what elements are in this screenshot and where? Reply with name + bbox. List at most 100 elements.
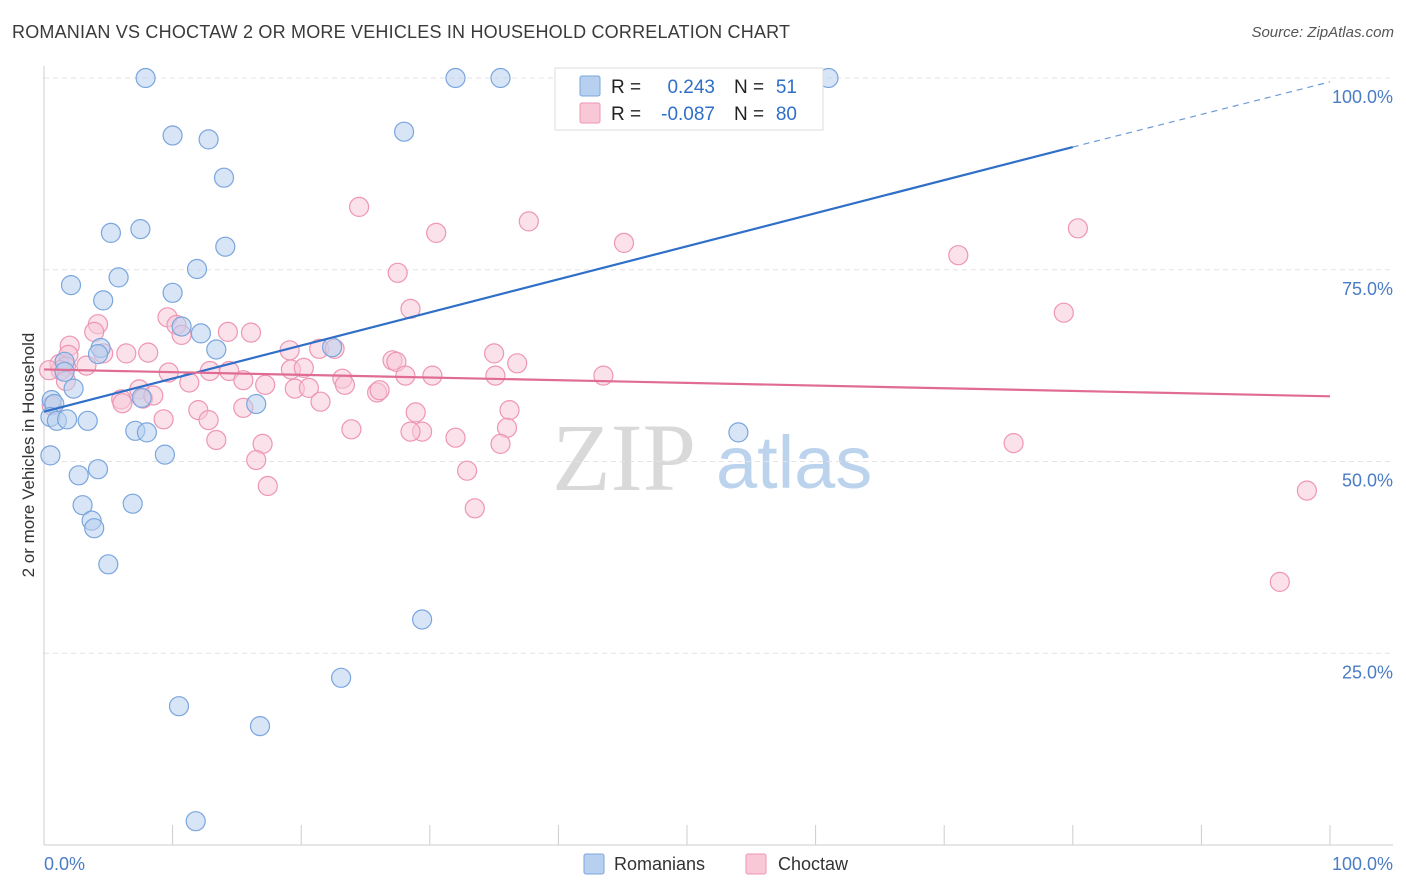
legend-r-label: R = bbox=[611, 77, 641, 98]
legend-r-value-romanians: 0.243 bbox=[667, 77, 715, 98]
choctaw-point bbox=[310, 391, 331, 412]
romanian-point bbox=[72, 495, 93, 516]
choctaw-point bbox=[1053, 302, 1074, 323]
gridlines bbox=[44, 77, 1393, 654]
legend-swatch-choctaw bbox=[579, 102, 601, 124]
romanian-point bbox=[77, 410, 98, 431]
romanian-point bbox=[190, 323, 211, 344]
choctaw-point bbox=[116, 343, 137, 364]
y-axis-tick-labels: 100.0% 75.0% 50.0% 25.0% bbox=[1332, 87, 1393, 682]
romanian-point bbox=[171, 316, 192, 337]
x-axis-ticks bbox=[43, 825, 1331, 845]
choctaw-point bbox=[293, 357, 314, 378]
y-tick-label: 75.0% bbox=[1342, 279, 1393, 299]
romanian-point bbox=[322, 337, 343, 358]
choctaw-point bbox=[445, 427, 466, 448]
choctaw-point bbox=[217, 321, 238, 342]
series-legend-label-choctaw: Choctaw bbox=[778, 854, 849, 874]
romanian-point bbox=[56, 409, 78, 430]
romanian-point bbox=[93, 290, 114, 311]
choctaw-point bbox=[400, 421, 421, 442]
romanian-point bbox=[87, 344, 109, 365]
choctaw-point bbox=[246, 449, 267, 471]
romanian-point bbox=[412, 609, 433, 630]
x-tick-label-max: 100.0% bbox=[1332, 854, 1393, 874]
series-legend-label-romanians: Romanians bbox=[614, 854, 705, 874]
romanian-trendline-extension bbox=[1072, 81, 1331, 148]
romanian-point bbox=[136, 422, 157, 443]
choctaw-point bbox=[507, 353, 528, 374]
romanian-point bbox=[185, 811, 206, 832]
choctaw-point bbox=[490, 433, 511, 454]
series-legend-swatch-romanians bbox=[583, 853, 605, 875]
choctaw-point bbox=[464, 498, 485, 519]
romanian-point bbox=[68, 465, 89, 486]
choctaw-point bbox=[948, 245, 969, 266]
choctaw-point bbox=[206, 429, 227, 451]
choctaw-point bbox=[233, 370, 254, 391]
chart-title: ROMANIAN VS CHOCTAW 2 OR MORE VEHICLES I… bbox=[12, 22, 791, 42]
choctaw-point bbox=[405, 402, 426, 423]
legend-n-value-choctaw: 80 bbox=[776, 104, 797, 125]
choctaw-point bbox=[341, 419, 362, 440]
romanian-point bbox=[168, 696, 190, 717]
y-tick-label: 100.0% bbox=[1332, 87, 1393, 107]
choctaw-point bbox=[387, 262, 408, 283]
romanian-point bbox=[54, 361, 75, 382]
watermark-zip: ZIP bbox=[552, 404, 696, 511]
legend-r-value-choctaw: -0.087 bbox=[661, 104, 715, 125]
romanian-point bbox=[490, 67, 511, 89]
choctaw-points bbox=[38, 196, 1318, 593]
x-tick-label-min: 0.0% bbox=[44, 854, 85, 874]
choctaw-point bbox=[1003, 433, 1024, 454]
romanian-point bbox=[122, 493, 143, 514]
romanian-point bbox=[130, 219, 151, 240]
romanian-point bbox=[63, 378, 84, 399]
romanian-point bbox=[249, 715, 271, 737]
romanian-point bbox=[445, 67, 466, 89]
choctaw-point bbox=[485, 365, 506, 386]
legend-swatch-romanians bbox=[579, 75, 601, 97]
romanian-point bbox=[100, 222, 122, 243]
choctaw-point bbox=[198, 410, 219, 431]
choctaw-point bbox=[298, 377, 319, 398]
romanian-point bbox=[98, 554, 119, 575]
choctaw-point bbox=[255, 374, 276, 395]
series-legend: Romanians Choctaw bbox=[583, 853, 849, 875]
choctaw-point bbox=[499, 400, 520, 421]
choctaw-point bbox=[334, 374, 355, 395]
source-label: Source: ZipAtlas.com bbox=[1251, 24, 1394, 41]
romanian-point bbox=[40, 445, 61, 466]
romanian-point bbox=[131, 387, 152, 408]
legend-n-value-romanians: 51 bbox=[776, 77, 797, 98]
romanian-trendline bbox=[43, 145, 1074, 413]
choctaw-point bbox=[1296, 480, 1318, 501]
romanian-point bbox=[162, 125, 183, 146]
romanian-point bbox=[198, 129, 219, 150]
choctaw-point bbox=[422, 365, 443, 386]
romanian-point bbox=[87, 459, 109, 480]
series-legend-swatch-choctaw bbox=[745, 853, 767, 875]
romanian-points bbox=[40, 67, 839, 832]
romanian-point bbox=[84, 518, 105, 539]
choctaw-point bbox=[1067, 218, 1089, 239]
romanian-point bbox=[60, 275, 82, 296]
romanian-point bbox=[154, 444, 175, 465]
choctaw-point bbox=[426, 222, 447, 243]
choctaw-trendline bbox=[43, 368, 1331, 398]
choctaw-point bbox=[349, 196, 370, 217]
y-axis-label: 2 or more Vehicles in Household bbox=[19, 333, 38, 578]
legend-r-label: R = bbox=[611, 104, 641, 125]
choctaw-point bbox=[1269, 571, 1290, 593]
legend-n-label: N = bbox=[734, 77, 764, 98]
choctaw-point bbox=[240, 322, 262, 343]
choctaw-point bbox=[112, 393, 133, 414]
choctaw-point bbox=[484, 343, 505, 364]
choctaw-point bbox=[457, 460, 478, 481]
romanian-point bbox=[213, 167, 235, 188]
romanian-point bbox=[728, 422, 749, 443]
romanian-point bbox=[215, 236, 236, 257]
choctaw-point bbox=[518, 211, 539, 232]
romanian-point bbox=[162, 282, 183, 303]
